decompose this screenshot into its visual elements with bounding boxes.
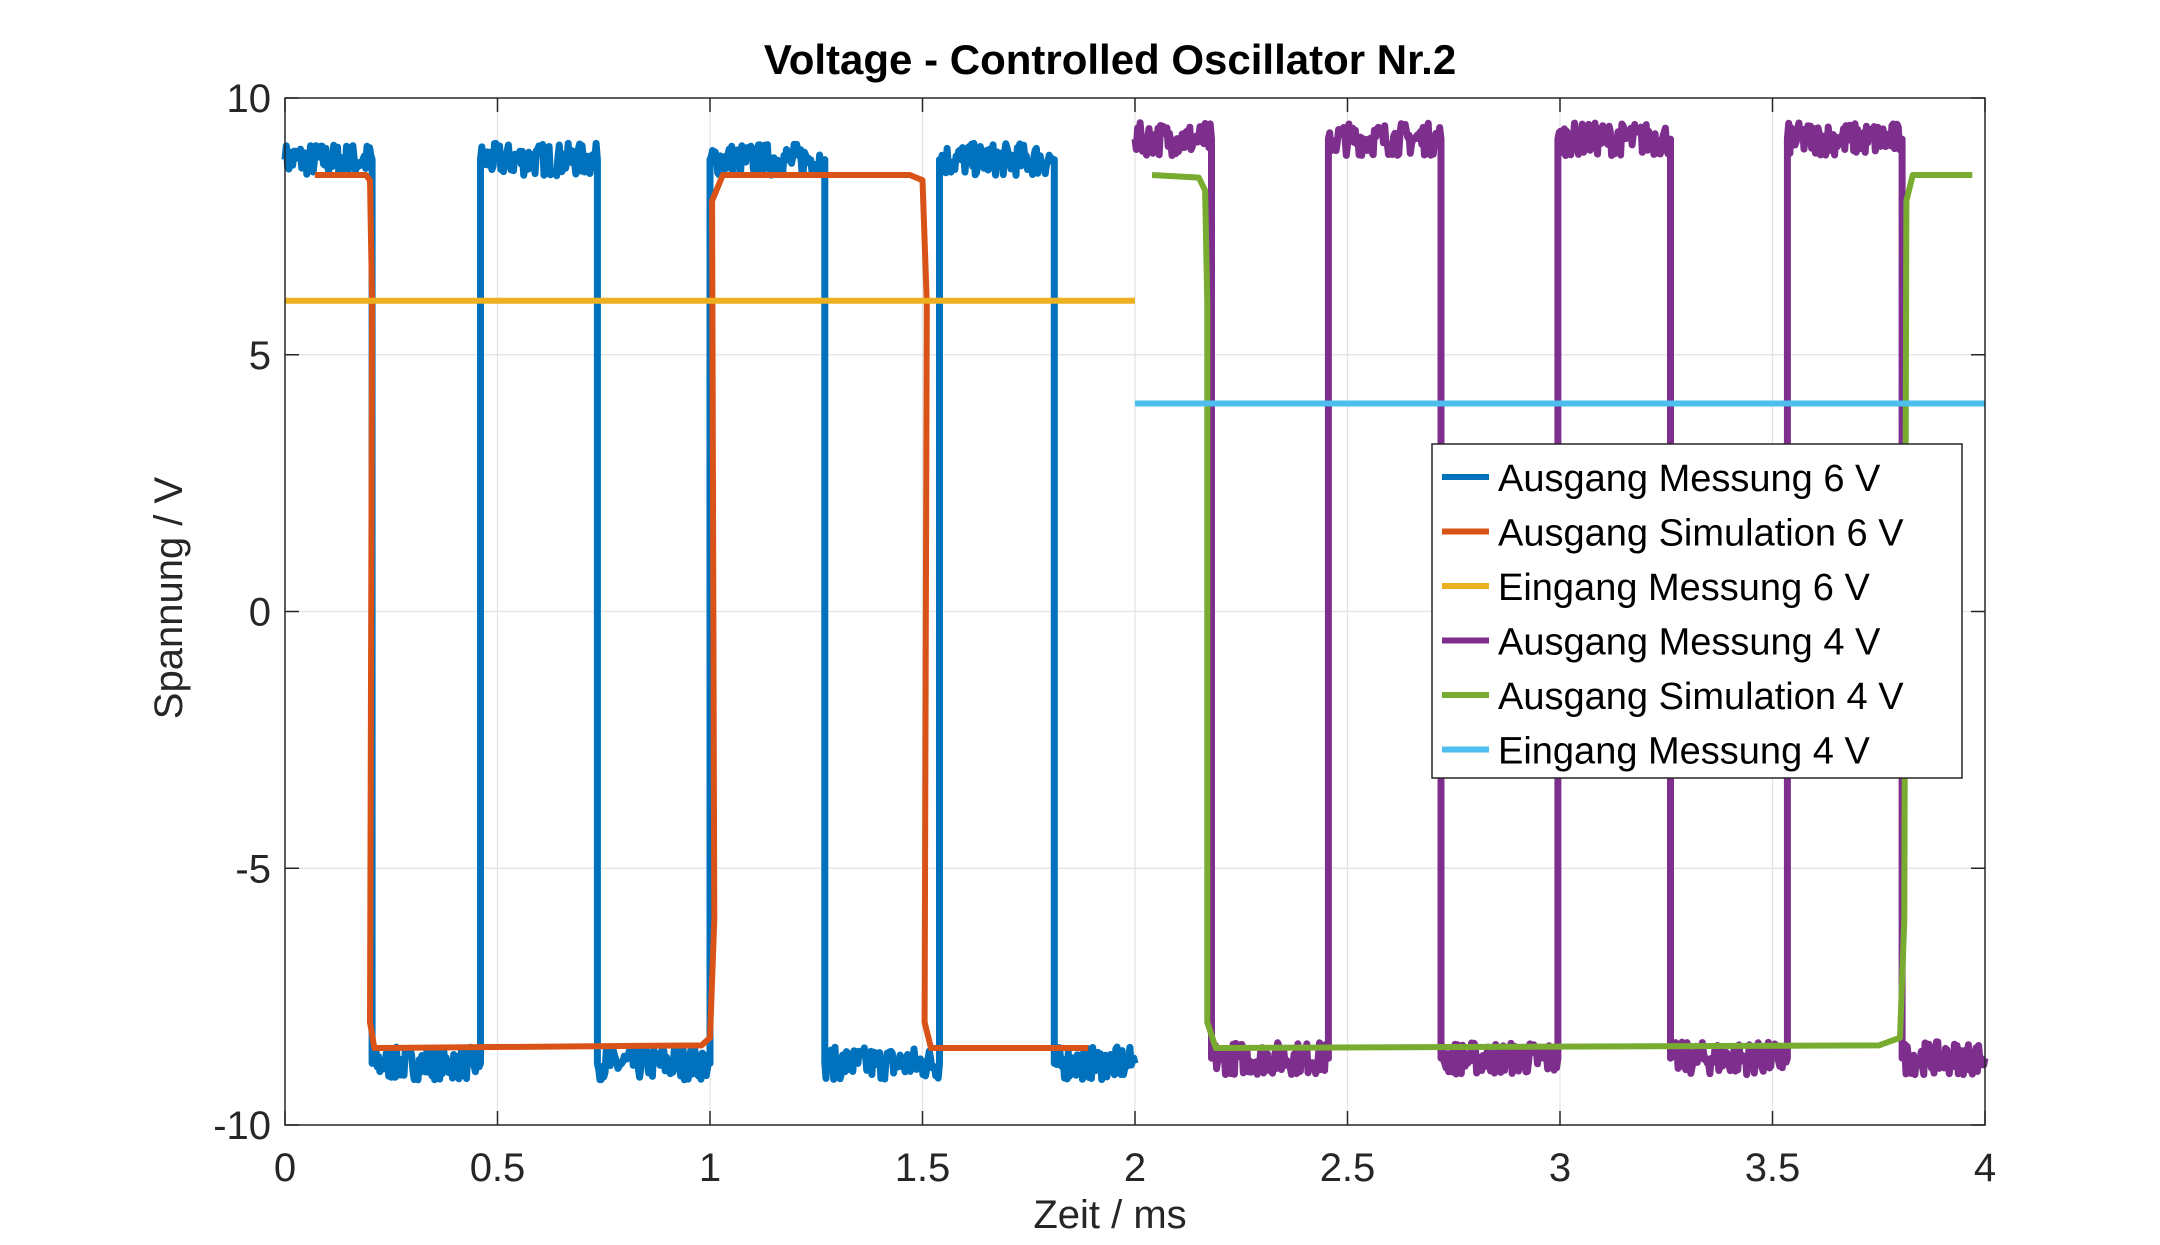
x-tick-label: 3 bbox=[1549, 1146, 1571, 1190]
x-tick-label: 2 bbox=[1124, 1146, 1146, 1190]
y-tick-label: 0 bbox=[249, 591, 271, 635]
legend-label: Eingang Messung 4 V bbox=[1498, 731, 1870, 773]
x-tick-label: 0.5 bbox=[470, 1146, 526, 1190]
x-axis-label: Zeit / ms bbox=[1033, 1193, 1186, 1237]
legend-label: Ausgang Messung 6 V bbox=[1498, 458, 1881, 500]
legend-label: Ausgang Simulation 6 V bbox=[1498, 513, 1904, 555]
y-tick-label: 5 bbox=[249, 334, 271, 378]
series-line-4 bbox=[1131, 119, 1989, 1079]
y-tick-label: 10 bbox=[227, 77, 272, 121]
y-axis-label: Spannung / V bbox=[147, 476, 191, 719]
x-tick-label: 2.5 bbox=[1320, 1146, 1376, 1190]
series-line-2 bbox=[314, 172, 1089, 1051]
series-line-1 bbox=[281, 139, 1139, 1084]
series-line-5 bbox=[1151, 172, 1973, 1051]
x-tick-label: 4 bbox=[1974, 1146, 1996, 1190]
x-tick-label: 0 bbox=[274, 1146, 296, 1190]
chart-title: Voltage - Controlled Oscillator Nr.2 bbox=[764, 36, 1456, 83]
legend-box bbox=[1431, 443, 1963, 779]
legend: Ausgang Messung 6 V Ausgang Simulation 6 … bbox=[1431, 443, 1963, 779]
legend-label: Ausgang Simulation 4 V bbox=[1498, 676, 1904, 718]
y-tick-label: -10 bbox=[213, 1104, 271, 1148]
y-tick-label: -5 bbox=[235, 847, 271, 891]
x-tick-label: 1.5 bbox=[895, 1146, 951, 1190]
legend-label: Ausgang Messung 4 V bbox=[1498, 622, 1881, 664]
x-tick-label: 1 bbox=[699, 1146, 721, 1190]
x-tick-label: 3.5 bbox=[1745, 1146, 1801, 1190]
legend-label: Eingang Messung 6 V bbox=[1498, 567, 1870, 609]
axis-ticks: 0 0.5 1 1.5 2 2.5 3 3.5 4 -10 -5 0 5 10 bbox=[213, 77, 1996, 1190]
plot-series bbox=[281, 119, 1989, 1084]
